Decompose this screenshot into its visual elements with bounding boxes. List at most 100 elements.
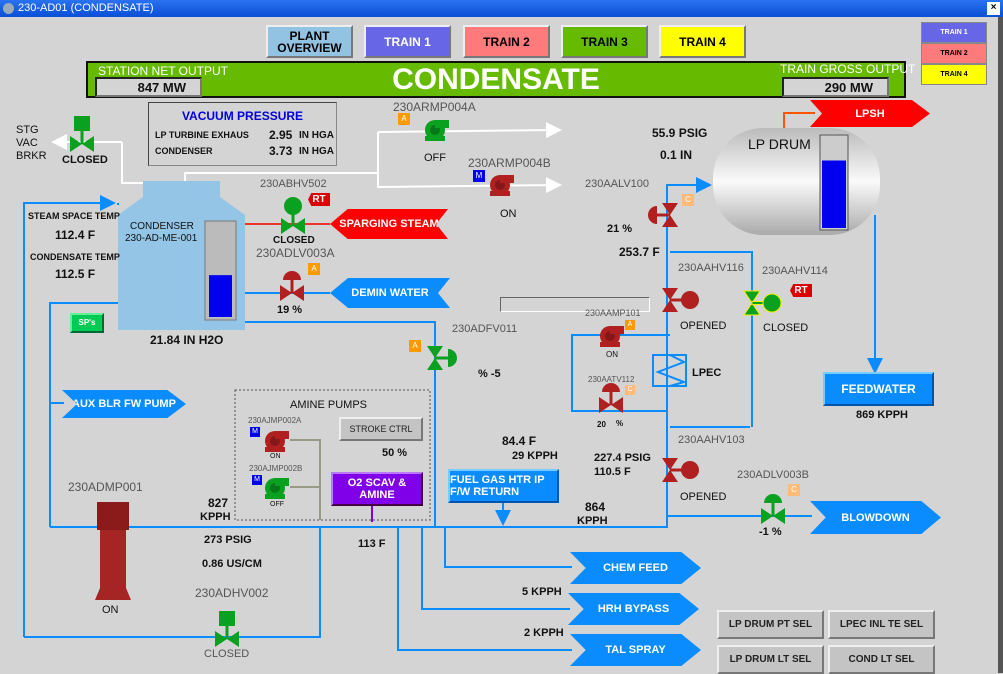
cascade-mode-badge: C: [625, 385, 635, 395]
valve-position: 21 %: [607, 223, 633, 235]
valve-tag: 230AAHV114: [762, 265, 828, 277]
valve-230ABHV502[interactable]: [281, 197, 305, 234]
valve-230ADHV002[interactable]: [215, 611, 239, 647]
lpec-inl-te-sel-button[interactable]: LPEC INL TE SEL: [828, 610, 935, 639]
mini-train2-button[interactable]: TRAIN 2: [921, 43, 987, 64]
pump-status: ON: [102, 604, 119, 616]
title-bar: 230-AD01 (CONDENSATE) ×: [0, 0, 1003, 17]
auto-mode-badge: A: [625, 320, 635, 330]
condenser-level-fill: [209, 275, 232, 317]
valve-status: CLOSED: [204, 648, 250, 660]
valve-tag: 230ADLV003A: [256, 246, 335, 260]
pump-tag: 230AJMP002B: [249, 464, 303, 473]
lpsh-link[interactable]: LPSH: [810, 100, 930, 127]
pump-tag: 230ADMP001: [68, 480, 143, 494]
train1-button[interactable]: TRAIN 1: [364, 25, 451, 58]
stg-label: STG: [16, 124, 39, 136]
lpsh-line: [783, 112, 815, 130]
pump-tag: 230AJMP002A: [248, 416, 302, 425]
valve-position-unit: %: [616, 419, 624, 428]
pump-230AJMP002B[interactable]: [265, 478, 289, 499]
rt-badge: RT: [790, 284, 812, 297]
vacuum-row-label: CONDENSER: [155, 146, 213, 156]
train2-button[interactable]: TRAIN 2: [463, 25, 550, 58]
blowdown-link[interactable]: BLOWDOWN: [810, 501, 941, 534]
lp-drum-level-fill: [822, 160, 846, 228]
stroke-ctrl-button[interactable]: STROKE CTRL: [339, 417, 423, 441]
plant-overview-button[interactable]: PLANT OVERVIEW: [266, 25, 353, 58]
fuel-gas-htr-link[interactable]: FUEL GAS HTR IP F/W RETURN: [448, 469, 559, 503]
close-button[interactable]: ×: [987, 2, 1000, 15]
pump-230AJMP002A[interactable]: [265, 431, 289, 452]
pump-tag: 230ARMP004B: [468, 156, 551, 170]
empty-display-field: [500, 297, 650, 312]
feedwater-flow: 869 KPPH: [856, 409, 908, 421]
valve-status: OPENED: [680, 491, 727, 503]
pump-status: ON: [606, 350, 618, 359]
setpoints-button[interactable]: SP's: [70, 313, 104, 333]
valve-tag: 230ADHV002: [195, 586, 269, 600]
pump-pressure: 273 PSIG: [204, 534, 252, 546]
rt-badge: RT: [308, 193, 330, 206]
vacuum-title: VACUUM PRESSURE: [181, 109, 304, 123]
tal-spray-link[interactable]: TAL SPRAY: [570, 634, 701, 666]
valve-tag: 230AATV112: [588, 375, 635, 384]
mini-train4-button[interactable]: TRAIN 4: [921, 64, 987, 85]
valve-position: 20: [597, 420, 606, 429]
manual-mode-badge: M: [252, 475, 262, 485]
feedwater-link[interactable]: FEEDWATER: [823, 372, 934, 406]
brkr-label: BRKR: [16, 150, 47, 162]
valve-230ADLV003B[interactable]: [761, 494, 785, 524]
lp-drum-lt-sel-button[interactable]: LP DRUM LT SEL: [717, 645, 824, 674]
train-gross-output-label: TRAIN GROSS OUTPUT: [780, 62, 916, 76]
valve-status: CLOSED: [763, 322, 809, 334]
valve-tag: 230AAHV116: [678, 262, 744, 274]
lp-drum-pt-sel-button[interactable]: LP DRUM PT SEL: [717, 610, 824, 639]
valve-position: % -5: [478, 368, 501, 380]
valve-230AAHV114[interactable]: [743, 290, 782, 316]
temperature: 110.5 F: [594, 466, 631, 478]
train-gross-output-value: 290 MW: [782, 77, 889, 97]
valve-230ADLV003A[interactable]: [280, 271, 304, 301]
mini-train1-button[interactable]: TRAIN 1: [921, 22, 987, 43]
valve-230ADFV011[interactable]: [427, 346, 457, 370]
stg-vac-brkr-status: CLOSED: [62, 154, 108, 166]
chem-feed-link[interactable]: CHEM FEED: [570, 552, 701, 584]
condensate-pipes: [23, 177, 883, 651]
vacuum-lines: [51, 122, 562, 194]
train3-button[interactable]: TRAIN 3: [561, 25, 648, 58]
condensate-pump-230ADMP001[interactable]: [97, 502, 129, 530]
flow-unit: KPPH: [577, 515, 608, 527]
sparging-steam-source[interactable]: SPARGING STEAM: [330, 209, 448, 239]
stg-vac-brkr-valve[interactable]: [70, 116, 94, 152]
tal-flow: 2 KPPH: [524, 627, 564, 639]
stroke-value: 50 %: [382, 447, 408, 459]
fuel-gas-temp: 84.4 F: [502, 434, 537, 448]
amine-pumps-title: AMINE PUMPS: [290, 399, 368, 411]
pump-230AAMP101[interactable]: [600, 326, 624, 347]
header-banner: STATION NET OUTPUT 847 MW CONDENSATE TRA…: [86, 61, 915, 98]
pump-flow: 827: [208, 496, 229, 510]
valve-230AATV112[interactable]: [599, 383, 623, 413]
pump-status: ON: [500, 208, 517, 220]
vac-label: VAC: [16, 137, 38, 149]
temperature: 253.7 F: [619, 245, 660, 259]
demin-water-source[interactable]: DEMIN WATER: [330, 278, 450, 308]
condenser-name: CONDENSER: [130, 221, 194, 232]
conductivity: 0.86 US/CM: [202, 558, 262, 570]
train4-button[interactable]: TRAIN 4: [659, 25, 746, 58]
pump-status: OFF: [270, 501, 284, 508]
hrh-bypass-link[interactable]: HRH BYPASS: [568, 593, 699, 625]
window-title: 230-AD01 (CONDENSATE): [18, 2, 154, 14]
condensate-temp-label: CONDENSATE TEMP: [30, 252, 120, 262]
condenser-level-value: 21.84 IN H2O: [150, 333, 224, 347]
aux-blr-fw-pump-link[interactable]: AUX BLR FW PUMP: [62, 390, 186, 418]
cond-lt-sel-button[interactable]: COND LT SEL: [828, 645, 935, 674]
vacuum-row-value: 2.95: [269, 128, 293, 142]
steam-space-temp-label: STEAM SPACE TEMP: [28, 211, 120, 221]
window-border: [998, 17, 1003, 673]
condensate-temp-value: 112.5 F: [55, 267, 96, 281]
o2-scav-amine-button[interactable]: O2 SCAV & AMINE: [331, 472, 423, 506]
valve-230AALV100[interactable]: [648, 203, 678, 227]
valve-position: -1 %: [759, 526, 782, 538]
